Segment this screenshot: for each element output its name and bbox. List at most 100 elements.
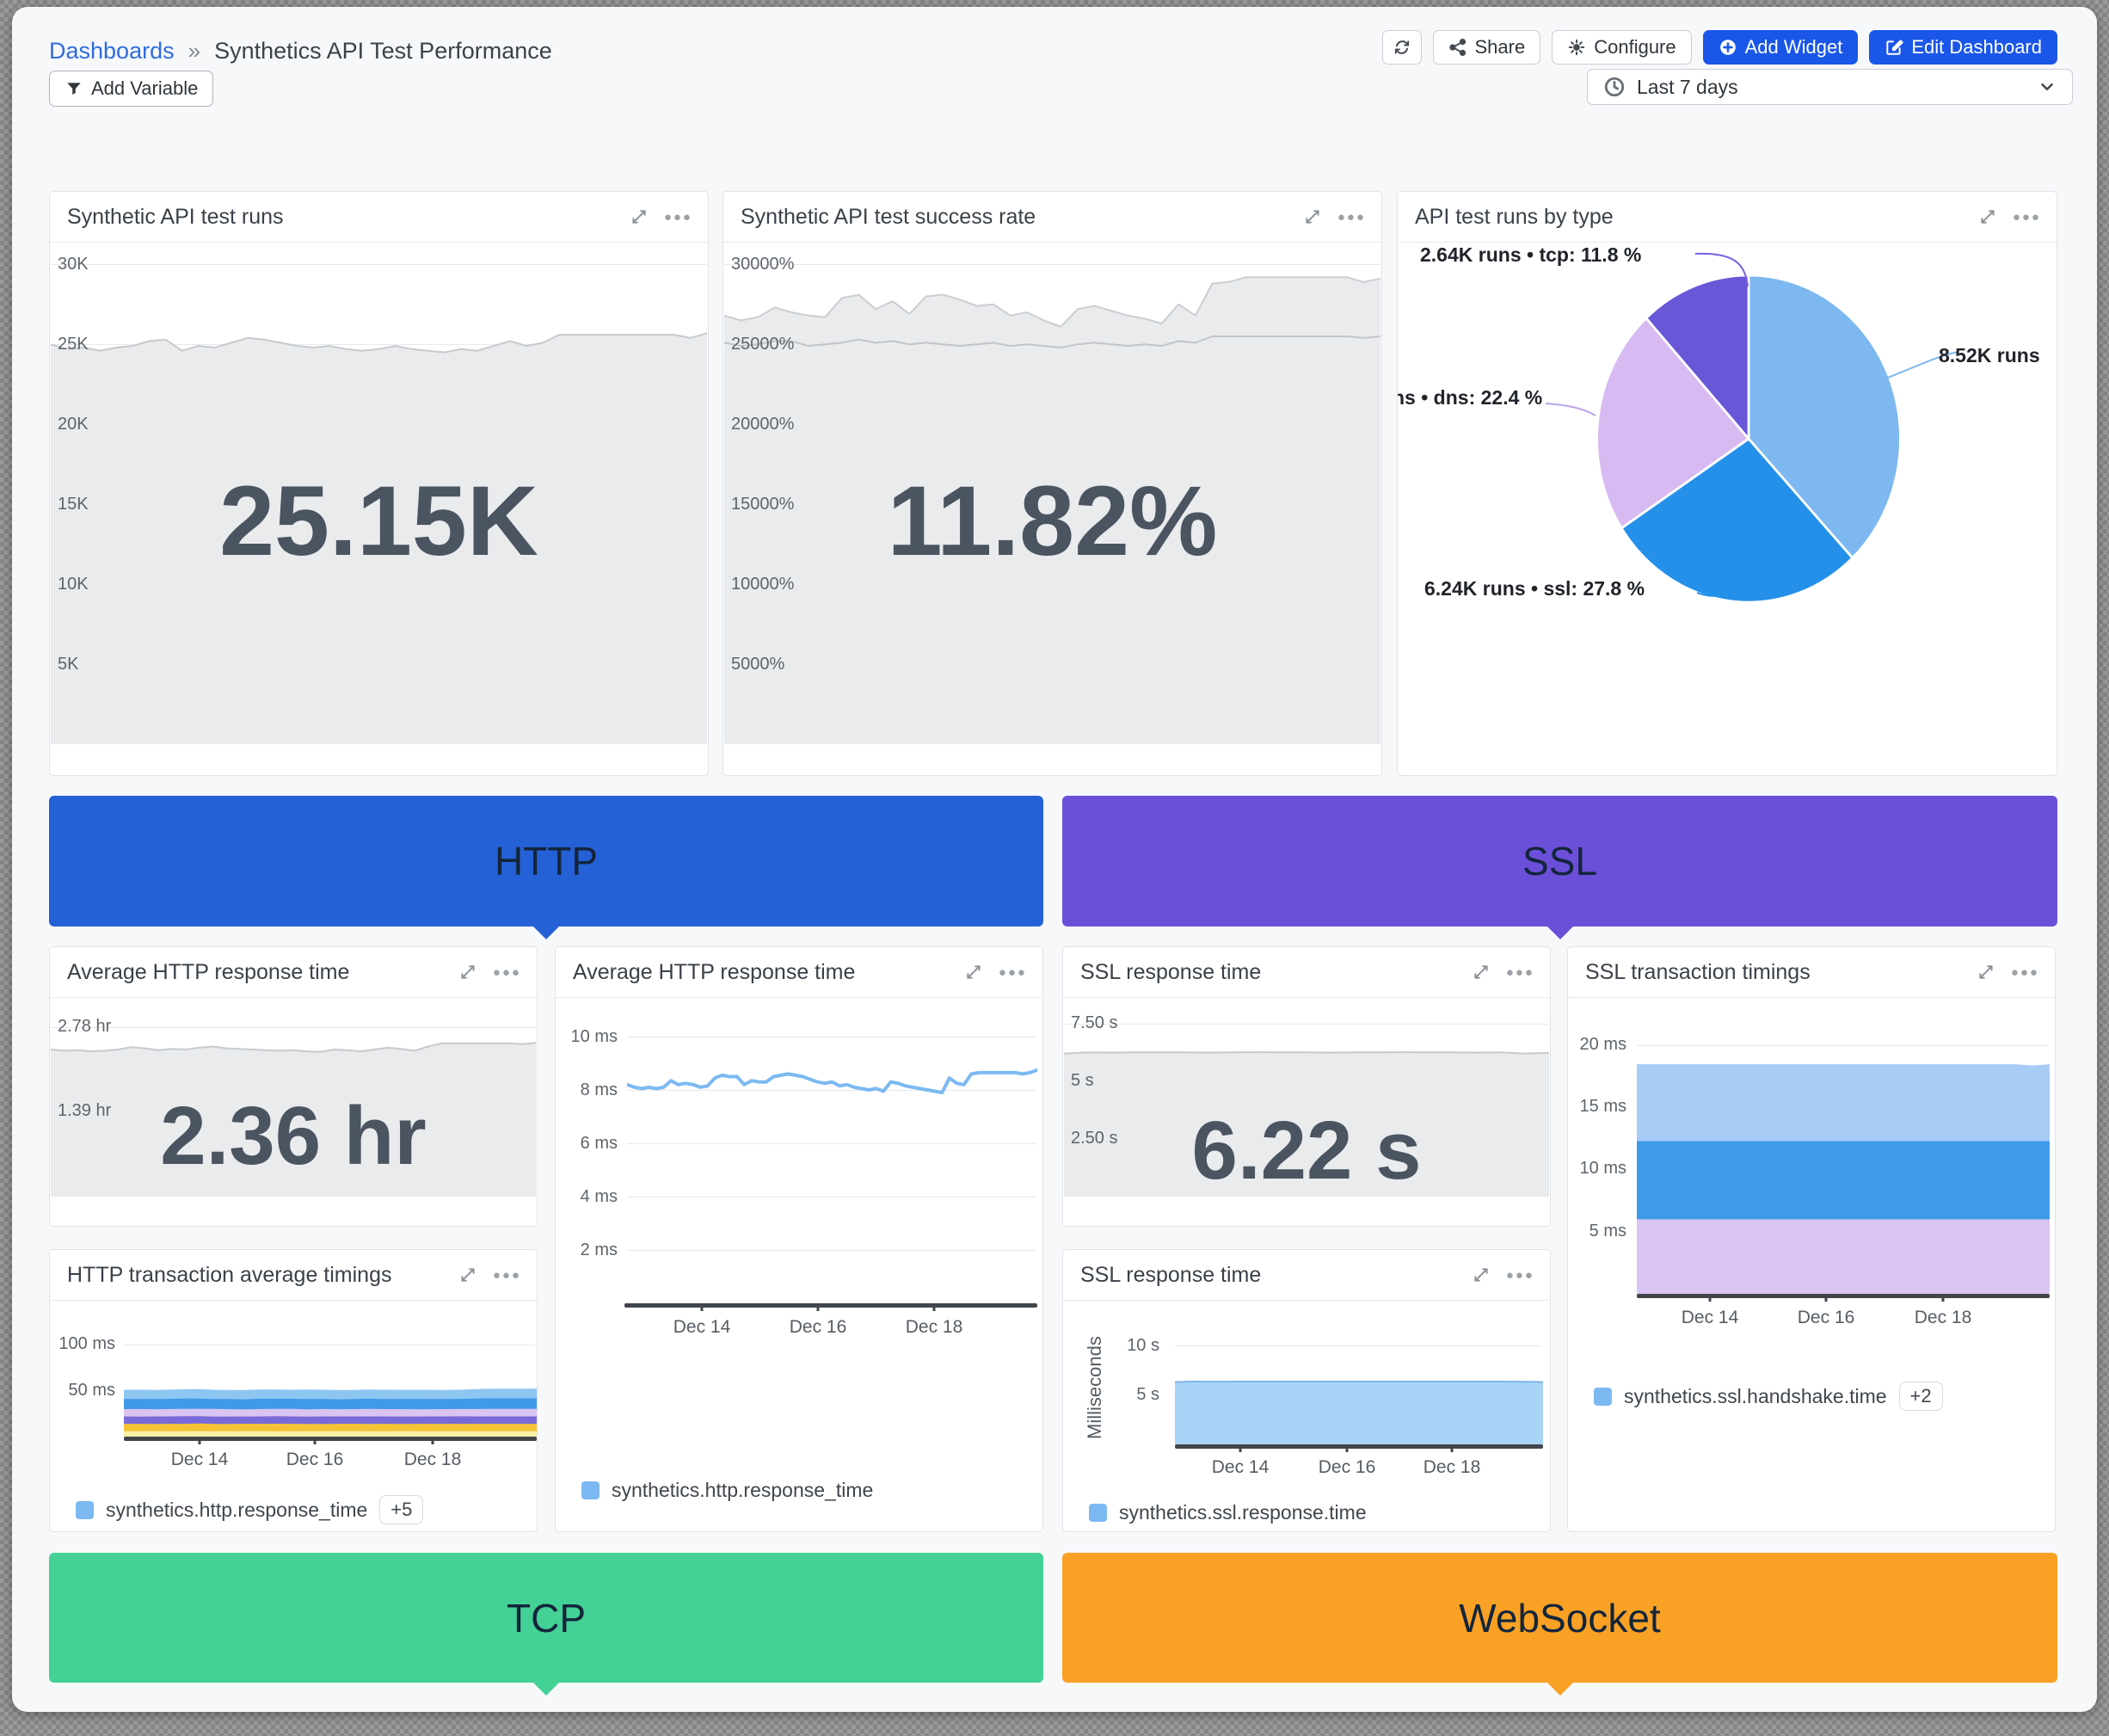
legend-more-badge[interactable]: +5 bbox=[379, 1495, 424, 1524]
pie-label-tcp: 2.64K runs • tcp: 11.8 % bbox=[1420, 243, 1642, 266]
banner-notch bbox=[532, 1682, 560, 1696]
legend-more-badge[interactable]: +2 bbox=[1898, 1382, 1943, 1411]
y-tick: 5 s bbox=[1136, 1385, 1159, 1404]
section-label-ssl: SSL bbox=[1522, 839, 1597, 883]
widget-title: SSL response time bbox=[1080, 1262, 1262, 1287]
y-tick: 5 ms bbox=[1589, 1222, 1626, 1240]
add-widget-button[interactable]: Add Widget bbox=[1702, 30, 1859, 65]
expand-icon[interactable] bbox=[1303, 207, 1322, 226]
legend-item[interactable]: synthetics.http.response_time +5 bbox=[76, 1495, 424, 1524]
y-tick: 7.50 s bbox=[1071, 1013, 1118, 1032]
x-tick: Dec 16 bbox=[789, 1317, 847, 1337]
section-banner-tcp: TCP bbox=[49, 1553, 1043, 1696]
more-options-icon[interactable]: ●●● bbox=[663, 209, 692, 225]
expand-icon[interactable] bbox=[1978, 207, 1997, 226]
refresh-button[interactable] bbox=[1381, 30, 1422, 65]
legend-label: synthetics.http.response_time bbox=[612, 1479, 874, 1501]
add-widget-label: Add Widget bbox=[1744, 36, 1843, 58]
edit-dashboard-button[interactable]: Edit Dashboard bbox=[1869, 30, 2057, 65]
legend-item[interactable]: synthetics.ssl.response.time bbox=[1089, 1501, 1367, 1524]
banner-notch bbox=[1546, 926, 1574, 939]
success-rate-chart[interactable] bbox=[724, 245, 1380, 744]
legend-color-swatch bbox=[76, 1500, 94, 1519]
ssl-response-area-chart[interactable] bbox=[1064, 1004, 1549, 1197]
y-tick: 15000% bbox=[731, 495, 795, 514]
configure-button[interactable]: Configure bbox=[1552, 30, 1692, 65]
legend-color-swatch bbox=[1594, 1387, 1612, 1406]
widget-ssl-transaction-timings: SSL transaction timings ●●● 20 ms 15 ms … bbox=[1567, 946, 2056, 1532]
x-tick: Dec 14 bbox=[1211, 1457, 1270, 1477]
time-range-selector[interactable]: Last 7 days bbox=[1587, 69, 2073, 105]
clock-icon bbox=[1604, 77, 1625, 97]
widget-title: SSL response time bbox=[1080, 959, 1262, 984]
gear-icon bbox=[1568, 39, 1585, 56]
x-tick: Dec 18 bbox=[1423, 1457, 1481, 1477]
breadcrumb-dashboards-link[interactable]: Dashboards bbox=[49, 38, 175, 64]
section-banner-ssl: SSL bbox=[1062, 796, 2057, 939]
x-tickmark bbox=[313, 1437, 317, 1444]
x-tick: Dec 16 bbox=[286, 1450, 344, 1469]
y-tick: 2.78 hr bbox=[58, 1017, 112, 1036]
x-tickmark bbox=[932, 1303, 936, 1311]
section-banner-websocket: WebSocket bbox=[1062, 1553, 2057, 1696]
widget-ssl-response-time-big: SSL response time ●●● 7.50 s 5 s 2.50 s … bbox=[1062, 946, 1551, 1227]
more-options-icon[interactable]: ●●● bbox=[492, 964, 521, 980]
y-tick: 5000% bbox=[731, 655, 785, 674]
y-tick: 10 ms bbox=[570, 1027, 618, 1046]
add-variable-button[interactable]: Add Variable bbox=[49, 71, 214, 107]
legend-color-swatch bbox=[1089, 1504, 1107, 1522]
big-value: 11.82% bbox=[887, 466, 1218, 576]
more-options-icon[interactable]: ●●● bbox=[1505, 1267, 1534, 1283]
widget-ssl-response-time-area: SSL response time ●●● Milliseconds 10 s … bbox=[1062, 1249, 1551, 1532]
big-value: 6.22 s bbox=[1191, 1105, 1422, 1197]
y-tick: 2 ms bbox=[580, 1240, 618, 1259]
more-options-icon[interactable]: ●●● bbox=[998, 964, 1027, 980]
big-value: 25.15K bbox=[219, 466, 538, 576]
expand-icon[interactable] bbox=[458, 1265, 477, 1284]
expand-icon[interactable] bbox=[630, 207, 649, 226]
edit-dashboard-label: Edit Dashboard bbox=[1911, 36, 2042, 58]
x-tickmark bbox=[1824, 1294, 1828, 1302]
add-variable-label: Add Variable bbox=[91, 77, 199, 99]
expand-icon[interactable] bbox=[1472, 963, 1491, 982]
more-options-icon[interactable]: ●●● bbox=[2010, 964, 2039, 980]
widget-synthetic-api-test-runs: Synthetic API test runs ●●● 30K 25K 20K … bbox=[49, 191, 709, 776]
expand-icon[interactable] bbox=[458, 963, 477, 982]
x-tick: Dec 18 bbox=[1914, 1308, 1972, 1327]
runs-by-type-pie-chart[interactable] bbox=[1594, 272, 1903, 606]
more-options-icon[interactable]: ●●● bbox=[492, 1267, 521, 1283]
more-options-icon[interactable]: ●●● bbox=[1505, 964, 1534, 980]
section-label-tcp: TCP bbox=[507, 1595, 586, 1641]
runs-area-chart[interactable] bbox=[51, 245, 707, 744]
x-tickmark bbox=[1239, 1444, 1242, 1452]
breadcrumb: Dashboards » Synthetics API Test Perform… bbox=[49, 38, 552, 65]
http-timings-stacked-chart[interactable] bbox=[124, 1341, 537, 1437]
y-tick: 30000% bbox=[731, 255, 795, 274]
y-tick: 15K bbox=[58, 495, 89, 514]
time-range-label: Last 7 days bbox=[1637, 75, 1738, 98]
legend-item[interactable]: synthetics.http.response_time bbox=[581, 1479, 873, 1502]
x-tick: Dec 16 bbox=[1797, 1308, 1855, 1327]
more-options-icon[interactable]: ●●● bbox=[1337, 209, 1366, 225]
y-tick: 20 ms bbox=[1579, 1035, 1626, 1054]
page-title: Synthetics API Test Performance bbox=[214, 38, 552, 64]
widget-title: HTTP transaction average timings bbox=[67, 1262, 392, 1287]
expand-icon[interactable] bbox=[1472, 1265, 1491, 1284]
expand-icon[interactable] bbox=[1977, 963, 1995, 982]
more-options-icon[interactable]: ●●● bbox=[2012, 209, 2041, 225]
chevron-down-icon bbox=[2041, 83, 2053, 91]
section-label-websocket: WebSocket bbox=[1459, 1595, 1661, 1641]
share-button[interactable]: Share bbox=[1432, 30, 1541, 65]
expand-icon[interactable] bbox=[964, 963, 983, 982]
y-tick: 25K bbox=[58, 335, 89, 354]
ssl-response-area-chart[interactable] bbox=[1175, 1345, 1543, 1444]
y-tick: 50 ms bbox=[68, 1381, 115, 1400]
legend-item[interactable]: synthetics.ssl.handshake.time +2 bbox=[1594, 1382, 1943, 1411]
http-avg-area-chart[interactable] bbox=[51, 1004, 536, 1197]
x-axis bbox=[1175, 1444, 1543, 1449]
x-tick: Dec 18 bbox=[403, 1450, 462, 1469]
ssl-timings-stacked-chart[interactable] bbox=[1637, 1033, 2050, 1294]
banner-notch bbox=[1546, 1682, 1574, 1696]
http-response-line-chart[interactable] bbox=[627, 1037, 1037, 1303]
x-tickmark bbox=[1345, 1444, 1349, 1452]
